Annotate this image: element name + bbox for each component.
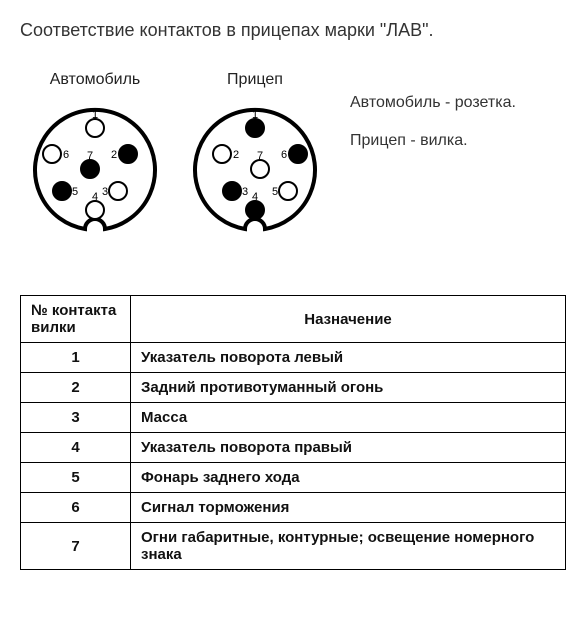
- pin-description: Указатель поворота левый: [131, 343, 566, 373]
- pin-circle: [246, 119, 264, 137]
- pin-circle: [53, 182, 71, 200]
- table-row: 3Масса: [21, 403, 566, 433]
- pin-number: 3: [21, 403, 131, 433]
- pin-description: Сигнал торможения: [131, 493, 566, 523]
- table-header-num: № контакта вилки: [21, 296, 131, 343]
- pin-circle: [109, 182, 127, 200]
- pin-circle: [86, 201, 104, 219]
- pin-description: Указатель поворота правый: [131, 433, 566, 463]
- pin-description: Фонарь заднего хода: [131, 463, 566, 493]
- pin-description: Огни габаритные, контурные; освещение но…: [131, 523, 566, 570]
- pin-label: 4: [252, 191, 258, 203]
- side-text: Автомобиль - розетка. Прицеп - вилка.: [340, 71, 516, 167]
- pin-label: 7: [87, 150, 93, 162]
- pin-circle: [246, 201, 264, 219]
- pin-circle: [43, 145, 61, 163]
- table-row: 2Задний противотуманный огонь: [21, 373, 566, 403]
- pin-label: 5: [272, 186, 278, 198]
- side-text-line-2: Прицеп - вилка.: [350, 129, 516, 153]
- table-row: 7Огни габаритные, контурные; освещение н…: [21, 523, 566, 570]
- table-header-desc: Назначение: [131, 296, 566, 343]
- pin-number: 7: [21, 523, 131, 570]
- pin-description: Задний противотуманный огонь: [131, 373, 566, 403]
- pin-label: 1: [252, 109, 258, 121]
- pin-circle: [213, 145, 231, 163]
- pin-circle: [289, 145, 307, 163]
- pin-label: 3: [242, 186, 248, 198]
- pin-label: 3: [102, 186, 108, 198]
- pin-label: 7: [257, 150, 263, 162]
- trailer-connector-diagram: 1 2 34 5 6 7: [180, 95, 330, 245]
- side-text-line-1: Автомобиль - розетка.: [350, 91, 516, 115]
- pin-circle: [279, 182, 297, 200]
- vehicle-connector-diagram: 1 2 34 5 6 7: [20, 95, 170, 245]
- pin-label: 4: [92, 191, 98, 203]
- pin-circle: [81, 160, 99, 178]
- pinout-table: № контакта вилки Назначение 1Указатель п…: [20, 295, 566, 570]
- diagram-row: Автомобиль 1234567 Прицеп 1234567 Автомо…: [20, 71, 566, 245]
- pin-number: 1: [21, 343, 131, 373]
- pin-number: 5: [21, 463, 131, 493]
- pin-circle: [223, 182, 241, 200]
- pin-label: 5: [72, 186, 78, 198]
- pin-description: Масса: [131, 403, 566, 433]
- table-row: 5Фонарь заднего хода: [21, 463, 566, 493]
- pin-circle: [119, 145, 137, 163]
- table-row: 4Указатель поворота правый: [21, 433, 566, 463]
- trailer-connector-block: Прицеп 1 2 34 5 6 7: [180, 71, 330, 245]
- pin-number: 6: [21, 493, 131, 523]
- pin-label: 1: [92, 109, 98, 121]
- pin-number: 2: [21, 373, 131, 403]
- table-row: 6Сигнал торможения: [21, 493, 566, 523]
- trailer-label: Прицеп: [227, 71, 283, 89]
- vehicle-connector-block: Автомобиль 1 2 34 5 6 7: [20, 71, 170, 245]
- pin-label: 2: [233, 149, 239, 161]
- pin-number: 4: [21, 433, 131, 463]
- pin-label: 6: [63, 149, 69, 161]
- vehicle-label: Автомобиль: [50, 71, 141, 89]
- pin-circle: [86, 119, 104, 137]
- pin-circle: [251, 160, 269, 178]
- table-row: 1Указатель поворота левый: [21, 343, 566, 373]
- pin-label: 2: [111, 149, 117, 161]
- page-title: Соответствие контактов в прицепах марки …: [20, 20, 566, 41]
- pin-label: 6: [281, 149, 287, 161]
